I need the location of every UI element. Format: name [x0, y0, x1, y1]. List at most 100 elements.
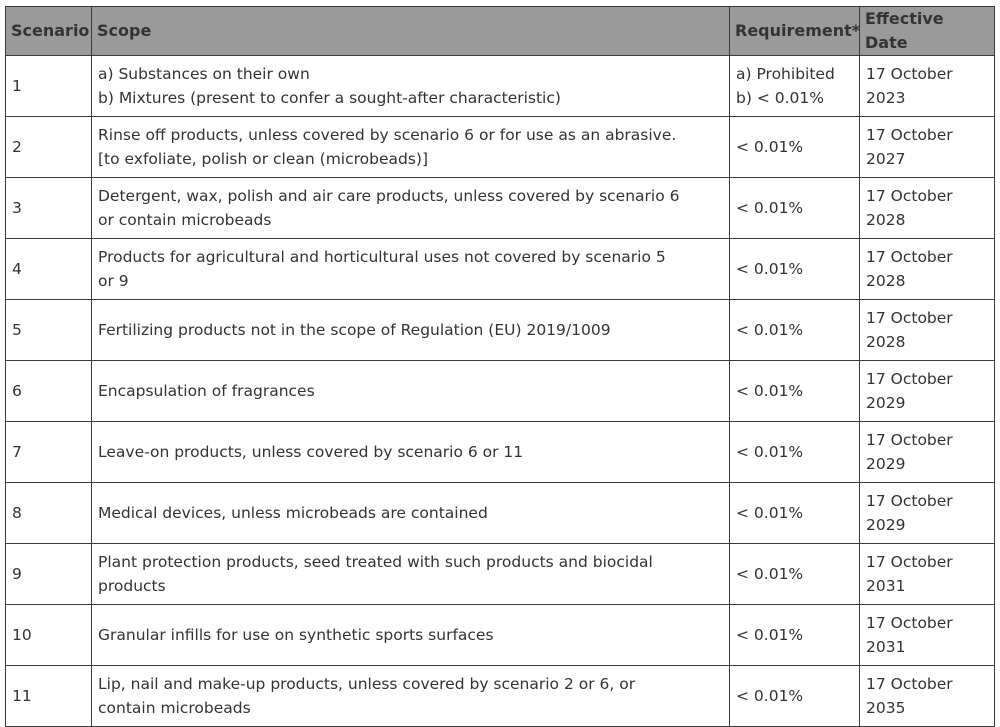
- table-row: 6 Encapsulation of fragrances < 0.01% 17 Oc…: [5, 360, 995, 422]
- effective-date-cell: 17 October 2028: [859, 238, 995, 300]
- effective-date-cell-line: 17 October: [866, 309, 953, 327]
- effective-date-cell-line: 17 October: [866, 614, 953, 632]
- scope-cell-line: Granular infills for use on synthetic sp…: [98, 626, 494, 644]
- scope-cell: Leave-on products, unless covered by sce…: [91, 421, 730, 483]
- effective-date-cell-line: 2028: [866, 272, 906, 290]
- effective-date-cell-line: 2027: [866, 150, 906, 168]
- requirement-cell-line: < 0.01%: [736, 382, 804, 400]
- effective-date-cell-line: 17 October: [866, 248, 953, 266]
- effective-date-cell-line: 17 October: [866, 553, 953, 571]
- scope-cell-line: Detergent, wax, polish and air care prod…: [98, 187, 680, 205]
- effective-date-cell-line: 17 October: [866, 431, 953, 449]
- scenario-cell: 4: [5, 238, 92, 300]
- effective-date-cell-line: 17 October: [866, 492, 953, 510]
- effective-date-cell-line: 2035: [866, 699, 906, 717]
- effective-date-cell: 17 October 2031: [859, 543, 995, 605]
- requirement-cell-line: b) < 0.01%: [736, 89, 824, 107]
- requirement-cell-line: < 0.01%: [736, 504, 804, 522]
- scenario-cell: 8: [5, 482, 92, 544]
- effective-date-cell-line: 17 October: [866, 65, 953, 83]
- scope-cell: Lip, nail and make-up products, unless c…: [91, 665, 730, 727]
- requirement-cell: < 0.01%: [729, 421, 860, 483]
- requirement-cell-line: < 0.01%: [736, 199, 804, 217]
- effective-date-cell-line: 2029: [866, 516, 906, 534]
- scenario-cell: 6: [5, 360, 92, 422]
- header-scope: Scope: [91, 6, 730, 56]
- effective-date-cell-line: 17 October: [866, 187, 953, 205]
- scope-cell-line: or contain microbeads: [98, 211, 272, 229]
- requirement-cell: < 0.01%: [729, 360, 860, 422]
- scope-cell-line: Leave-on products, unless covered by sce…: [98, 443, 524, 461]
- requirement-cell: < 0.01%: [729, 482, 860, 544]
- scope-cell: Medical devices, unless microbeads are c…: [91, 482, 730, 544]
- effective-date-cell: 17 October 2023: [859, 55, 995, 117]
- scope-cell-line: Plant protection products, seed treated …: [98, 553, 653, 571]
- requirement-cell-line: < 0.01%: [736, 138, 804, 156]
- effective-date-cell-line: 2031: [866, 638, 906, 656]
- effective-date-cell-line: 2031: [866, 577, 906, 595]
- scope-cell-line: Lip, nail and make-up products, unless c…: [98, 675, 636, 693]
- effective-date-cell-line: 17 October: [866, 126, 953, 144]
- effective-date-cell-line: 2023: [866, 89, 906, 107]
- table-row: 11 Lip, nail and make-up products, unless…: [5, 665, 995, 727]
- scope-cell-line: a) Substances on their own: [98, 65, 310, 83]
- scope-cell: a) Substances on their own b) Mixtures (p…: [91, 55, 730, 117]
- scope-cell-line: [to exfoliate, polish or clean (microbea…: [98, 150, 429, 168]
- effective-date-cell-line: 2029: [866, 455, 906, 473]
- effective-date-cell: 17 October 2027: [859, 116, 995, 178]
- scope-cell-line: contain microbeads: [98, 699, 251, 717]
- scope-cell-line: or 9: [98, 272, 129, 290]
- requirement-cell: < 0.01%: [729, 299, 860, 361]
- scenario-cell: 10: [5, 604, 92, 666]
- requirement-cell: < 0.01%: [729, 543, 860, 605]
- scope-cell-line: Encapsulation of fragrances: [98, 382, 315, 400]
- effective-date-cell-line: 2029: [866, 394, 906, 412]
- effective-date-cell-line: 17 October: [866, 675, 953, 693]
- scope-cell: Granular infills for use on synthetic sp…: [91, 604, 730, 666]
- scope-cell: Plant protection products, seed treated …: [91, 543, 730, 605]
- scope-cell-line: products: [98, 577, 166, 595]
- table-row: 2 Rinse off products, unless covered by s…: [5, 116, 995, 178]
- scenario-cell: 5: [5, 299, 92, 361]
- header-row: Scenario Scope Requirement* Effective Da…: [5, 6, 995, 56]
- effective-date-cell: 17 October 2028: [859, 177, 995, 239]
- requirement-cell-line: a) Prohibited: [736, 65, 835, 83]
- requirement-cell-line: < 0.01%: [736, 260, 804, 278]
- effective-date-cell-line: 17 October: [866, 370, 953, 388]
- table-row: 9 Plant protection products, seed treated…: [5, 543, 995, 605]
- requirement-cell-line: < 0.01%: [736, 565, 804, 583]
- table-row: 1 a) Substances on their own b) Mixtures (…: [5, 55, 995, 117]
- requirement-cell: < 0.01%: [729, 665, 860, 727]
- scenario-cell: 11: [5, 665, 92, 727]
- header-effective-date: Effective Date: [859, 6, 995, 56]
- header-requirement: Requirement*: [729, 6, 860, 56]
- scenario-cell: 1: [5, 55, 92, 117]
- scope-cell-line: Fertilizing products not in the scope of…: [98, 321, 611, 339]
- scope-cell-line: b) Mixtures (present to confer a sought-…: [98, 89, 561, 107]
- requirement-cell: < 0.01%: [729, 177, 860, 239]
- effective-date-cell: 17 October 2028: [859, 299, 995, 361]
- scope-cell: Fertilizing products not in the scope of…: [91, 299, 730, 361]
- effective-date-cell: 17 October 2031: [859, 604, 995, 666]
- requirement-cell: a) Prohibited b) < 0.01%: [729, 55, 860, 117]
- scope-cell-line: Products for agricultural and horticultu…: [98, 248, 666, 266]
- scope-cell: Detergent, wax, polish and air care prod…: [91, 177, 730, 239]
- scenario-cell: 7: [5, 421, 92, 483]
- requirement-cell-line: < 0.01%: [736, 321, 804, 339]
- header-scenario: Scenario: [5, 6, 92, 56]
- scope-cell-line: Rinse off products, unless covered by sc…: [98, 126, 677, 144]
- table-row: 8 Medical devices, unless microbeads are …: [5, 482, 995, 544]
- table-row: 3 Detergent, wax, polish and air care pro…: [5, 177, 995, 239]
- scenario-table: Scenario Scope Requirement* Effective Da…: [5, 6, 995, 727]
- requirement-cell: < 0.01%: [729, 604, 860, 666]
- scope-cell: Encapsulation of fragrances: [91, 360, 730, 422]
- effective-date-cell: 17 October 2029: [859, 482, 995, 544]
- requirement-cell-line: < 0.01%: [736, 687, 804, 705]
- effective-date-cell: 17 October 2029: [859, 421, 995, 483]
- scenario-cell: 2: [5, 116, 92, 178]
- requirement-cell: < 0.01%: [729, 116, 860, 178]
- effective-date-cell-line: 2028: [866, 333, 906, 351]
- scenario-cell: 3: [5, 177, 92, 239]
- effective-date-cell: 17 October 2035: [859, 665, 995, 727]
- effective-date-cell: 17 October 2029: [859, 360, 995, 422]
